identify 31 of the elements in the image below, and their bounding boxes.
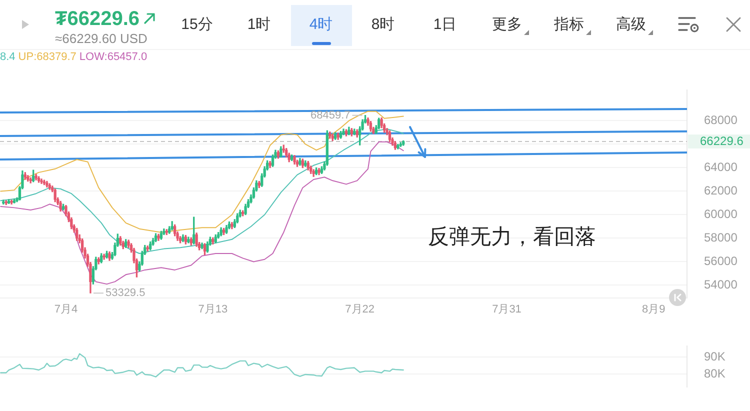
y-tick-label: 60000: [704, 207, 738, 222]
x-tick-label: 7月31: [492, 303, 522, 316]
y-tick-label: 62000: [704, 184, 738, 198]
text: 1日: [433, 16, 457, 34]
text: 更多: [492, 16, 522, 34]
y-tick-label: 80K: [704, 366, 726, 380]
text: UP:68379.7: [18, 51, 76, 63]
text: 指标: [554, 16, 584, 34]
text: 8.4: [0, 51, 16, 63]
ref-line-label: 66229.6: [700, 134, 744, 148]
text: LOW:65457.0: [79, 51, 148, 63]
text: 1时: [247, 16, 271, 34]
y-tick-label: 56000: [704, 254, 738, 268]
y-tick-label: 54000: [704, 278, 738, 292]
y-tick-label: 58000: [704, 230, 738, 245]
y-tick-label: 68000: [704, 113, 738, 128]
annotation: 53329.5: [105, 287, 146, 300]
annotation: 反弹无力，看回落: [428, 225, 596, 248]
text: 高级: [616, 16, 646, 34]
text: ₮66229.6: [55, 7, 140, 31]
x-tick-label: 7月22: [345, 303, 375, 316]
x-tick-label: 7月4: [54, 303, 78, 316]
text: 15分: [181, 16, 213, 34]
y-tick-label: 64000: [704, 160, 738, 174]
text: ≈66229.60 USD: [55, 31, 148, 46]
text: 4时: [309, 16, 333, 34]
text: 8时: [371, 16, 395, 34]
x-tick-label: 8月9: [642, 303, 666, 316]
y-tick-label: 90K: [704, 349, 726, 364]
x-tick-label: 7月13: [198, 303, 228, 316]
annotation: 68459.7: [310, 109, 350, 122]
